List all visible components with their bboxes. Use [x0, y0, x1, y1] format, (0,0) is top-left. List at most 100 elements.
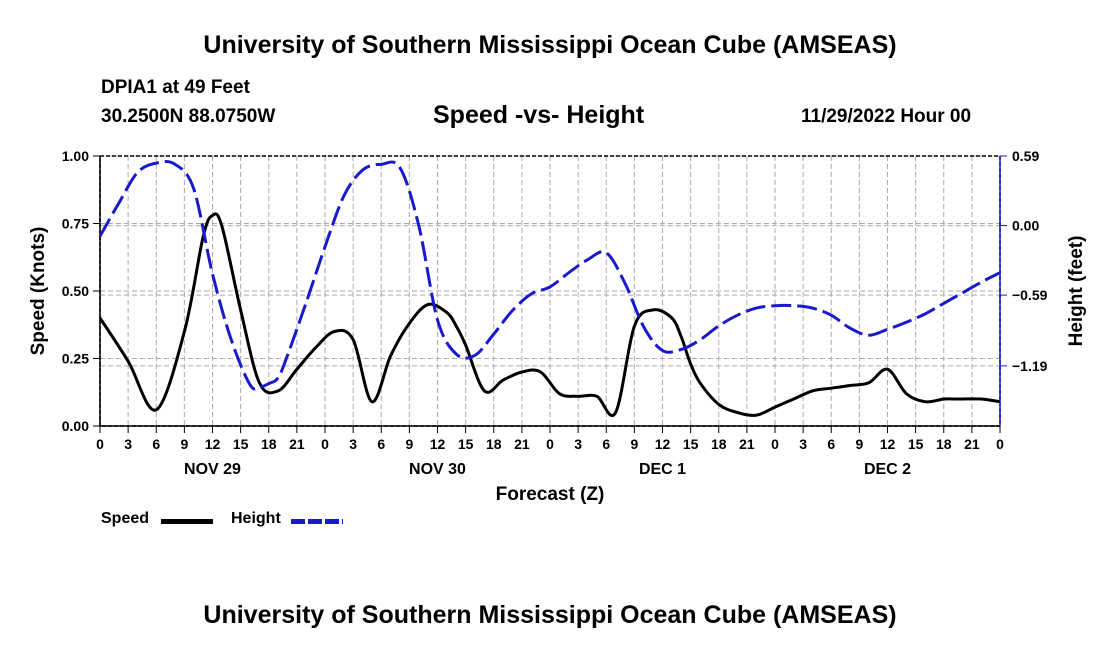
speed-data-point	[999, 401, 1001, 403]
legend-speed-label: Speed	[101, 510, 150, 527]
x-tick-label: 18	[711, 436, 727, 452]
speed-data-point	[315, 347, 317, 349]
y-tick-label: 0.75	[62, 216, 89, 232]
height-data-point	[512, 310, 514, 312]
height-data-point	[99, 235, 101, 237]
height-data-point	[793, 305, 795, 307]
height-data-point	[905, 321, 907, 323]
legend-height-label: Height	[231, 510, 281, 527]
speed-data-point	[240, 309, 242, 311]
x-tick-label: 18	[261, 436, 277, 452]
x-tick-label: 12	[430, 436, 446, 452]
height-data-point	[568, 272, 570, 274]
x-tick-label: 9	[405, 436, 413, 452]
height-data-point	[924, 313, 926, 315]
speed-data-point	[334, 331, 336, 333]
day-label: DEC 2	[864, 461, 911, 478]
height-data-point	[887, 329, 889, 331]
height-data-point	[755, 307, 757, 309]
speed-data-point	[793, 398, 795, 400]
forecast-datetime: 11/29/2022 Hour 00	[801, 106, 972, 127]
x-tick-label: 9	[630, 436, 638, 452]
height-data-point	[287, 354, 289, 356]
height-data-point	[268, 383, 270, 385]
height-data-point	[812, 307, 814, 309]
height-data-point	[587, 259, 589, 261]
speed-data-point	[680, 336, 682, 338]
speed-data-point	[615, 412, 617, 414]
x-tick-label: 21	[289, 436, 305, 452]
x-tick-label: 0	[771, 436, 779, 452]
height-data-point	[830, 314, 832, 316]
height-data-point	[868, 334, 870, 336]
speed-data-point	[980, 398, 982, 400]
x-tick-label: 21	[739, 436, 755, 452]
speed-data-point	[596, 396, 598, 398]
x-tick-label: 0	[546, 436, 554, 452]
height-data-point	[230, 339, 232, 341]
speed-data-point	[652, 309, 654, 311]
speed-series-line	[98, 212, 1001, 417]
y-tick-label: 0.25	[62, 351, 89, 367]
speed-data-point	[465, 344, 467, 346]
x-tick-label: 6	[152, 436, 160, 452]
speed-data-point	[259, 382, 261, 384]
x-tick-label: 12	[205, 436, 221, 452]
series-lines	[98, 160, 1001, 417]
height-data-point	[774, 305, 776, 307]
legend-speed-swatch	[161, 519, 213, 524]
plot-axes	[93, 155, 1007, 433]
x-tick-label: 21	[514, 436, 530, 452]
height-series-line	[98, 160, 1001, 391]
height-data-point	[137, 172, 139, 174]
x-tick-label: 12	[655, 436, 671, 452]
height-data-point	[249, 384, 251, 386]
x-tick-label: 0	[321, 436, 329, 452]
height-data-point	[418, 225, 420, 227]
height-data-point	[437, 319, 439, 321]
speed-data-point	[962, 398, 964, 400]
speed-data-point	[446, 312, 448, 314]
x-tick-label: 6	[377, 436, 385, 452]
speed-data-point	[849, 385, 851, 387]
height-data-point	[118, 202, 120, 204]
speed-data-point	[221, 225, 223, 227]
legend-height-swatch	[291, 519, 343, 524]
height-data-point	[699, 339, 701, 341]
speed-data-point	[184, 331, 186, 333]
height-data-point	[643, 326, 645, 328]
speed-data-point	[718, 404, 720, 406]
height-data-point	[324, 246, 326, 248]
x-tick-label: 6	[602, 436, 610, 452]
day-label: NOV 29	[184, 461, 241, 478]
speed-data-point	[924, 401, 926, 403]
height-data-point	[155, 162, 157, 164]
x-tick-label: 3	[799, 436, 807, 452]
axis-labels: 0 3 6 9 12 15 18 21 0 3 6 9 12 15 18 21 0 3 6 9 12 15 18 21 0 3 6 9…	[28, 148, 1087, 505]
plot-title: Speed -vs- Height	[433, 101, 645, 129]
speed-data-point	[352, 339, 354, 341]
height-data-point	[605, 252, 607, 254]
y2-tick-label: 0.59	[1012, 148, 1039, 164]
speed-data-point	[277, 390, 279, 392]
station-coordinates: 30.2500N 88.0750W	[101, 106, 276, 127]
chart-title: University of Southern Mississippi Ocean…	[203, 31, 897, 59]
height-data-point	[530, 293, 532, 295]
x-tick-label: 15	[683, 436, 699, 452]
footer-title: University of Southern Mississippi Ocean…	[203, 601, 897, 629]
speed-data-point	[690, 363, 692, 365]
speed-data-point	[502, 379, 504, 381]
height-data-point	[549, 286, 551, 288]
speed-height-chart: 0 3 6 9 12 15 18 21 0 3 6 9 12 15 18 21 0 3 6 9 12 15 18 21 0 3 6 9…	[28, 148, 1087, 505]
height-data-point	[343, 195, 345, 197]
speed-data-point	[952, 398, 954, 400]
y-tick-label: 1.00	[62, 148, 89, 164]
y2-tick-label: −0.59	[1012, 287, 1048, 303]
x-axis-title: Forecast (Z)	[496, 484, 605, 505]
speed-data-point	[634, 325, 636, 327]
speed-data-point	[577, 396, 579, 398]
height-data-point	[980, 281, 982, 283]
x-tick-label: 15	[233, 436, 249, 452]
x-tick-label: 3	[349, 436, 357, 452]
height-data-point	[362, 169, 364, 171]
